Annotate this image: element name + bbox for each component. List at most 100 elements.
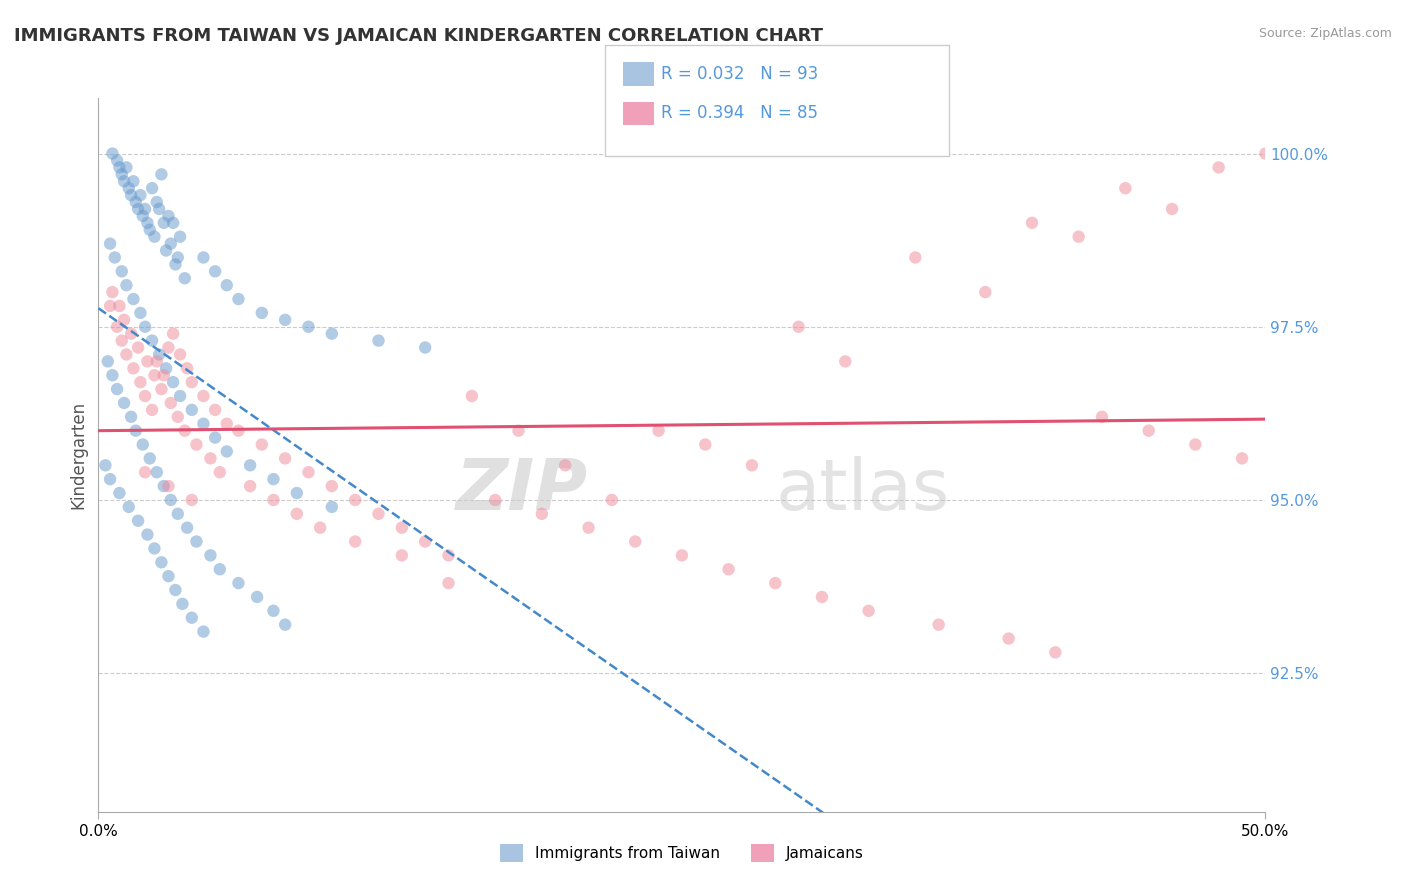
Point (139, 223, 162, 237)
Point (129, 188, 152, 202)
Point (413, 534, 436, 549)
Point (193, 624, 215, 639)
Point (115, 161, 138, 175)
Point (1045, 645, 1067, 659)
Point (578, 521, 600, 535)
Point (321, 479, 343, 493)
Point (1230, 451, 1253, 466)
Point (321, 500, 343, 514)
Point (104, 251, 127, 265)
Point (101, 146, 124, 161)
Point (146, 465, 169, 479)
Point (162, 326, 184, 341)
Text: R = 0.032   N = 93: R = 0.032 N = 93 (661, 65, 818, 83)
Point (141, 403, 163, 417)
Point (228, 292, 250, 306)
Point (200, 549, 222, 563)
Point (115, 347, 138, 361)
Point (150, 382, 173, 396)
Point (157, 479, 180, 493)
Point (122, 361, 145, 376)
Point (118, 500, 141, 514)
Legend: Immigrants from Taiwan, Jamaicans: Immigrants from Taiwan, Jamaicans (494, 838, 870, 868)
Point (112, 313, 135, 327)
Point (1254, 146, 1277, 161)
Point (186, 437, 208, 451)
Point (461, 389, 484, 403)
Point (391, 549, 413, 563)
Point (297, 465, 319, 479)
Point (787, 319, 810, 334)
Point (367, 334, 389, 348)
Point (165, 582, 187, 597)
Point (136, 527, 159, 541)
Text: R = 0.394   N = 85: R = 0.394 N = 85 (661, 104, 818, 122)
Point (904, 251, 927, 265)
Point (134, 465, 156, 479)
Point (741, 458, 763, 473)
Point (127, 202, 149, 216)
Point (169, 347, 191, 361)
Point (508, 424, 530, 438)
Point (108, 161, 131, 175)
Point (204, 264, 226, 278)
Point (134, 389, 156, 403)
Point (974, 285, 997, 299)
Point (122, 174, 145, 188)
Point (127, 514, 149, 528)
Point (208, 465, 231, 479)
Point (152, 368, 174, 383)
Point (98, 472, 121, 486)
Point (274, 313, 297, 327)
Point (169, 389, 191, 403)
Point (204, 431, 226, 445)
Point (193, 251, 215, 265)
Point (122, 292, 145, 306)
Point (101, 285, 124, 299)
Point (600, 492, 623, 507)
Point (204, 403, 226, 417)
Point (228, 576, 250, 591)
Point (139, 451, 162, 466)
Point (166, 251, 188, 265)
Point (717, 562, 740, 576)
Point (285, 507, 308, 521)
Point (180, 611, 202, 625)
Point (344, 492, 367, 507)
Point (141, 181, 163, 195)
Point (159, 236, 181, 251)
Point (129, 375, 152, 389)
Point (125, 195, 148, 210)
Point (671, 549, 693, 563)
Point (215, 444, 238, 458)
Point (129, 306, 152, 320)
Point (186, 534, 208, 549)
Point (1208, 161, 1230, 175)
Point (321, 326, 343, 341)
Point (125, 424, 148, 438)
Point (834, 354, 856, 368)
Point (132, 209, 155, 223)
Point (437, 549, 460, 563)
Point (274, 617, 297, 632)
Point (228, 424, 250, 438)
Point (157, 209, 180, 223)
Point (148, 202, 170, 216)
Point (118, 181, 141, 195)
Point (134, 319, 156, 334)
Point (647, 424, 669, 438)
Point (176, 521, 198, 535)
Point (169, 229, 191, 244)
Point (1137, 424, 1160, 438)
Point (111, 334, 134, 348)
Point (162, 375, 184, 389)
Point (239, 479, 262, 493)
Point (105, 153, 128, 168)
Point (695, 437, 717, 451)
Point (274, 451, 297, 466)
Text: IMMIGRANTS FROM TAIWAN VS JAMAICAN KINDERGARTEN CORRELATION CHART: IMMIGRANTS FROM TAIWAN VS JAMAICAN KINDE… (14, 27, 823, 45)
Point (1184, 437, 1206, 451)
Point (141, 334, 163, 348)
Point (150, 555, 173, 569)
Point (180, 403, 202, 417)
